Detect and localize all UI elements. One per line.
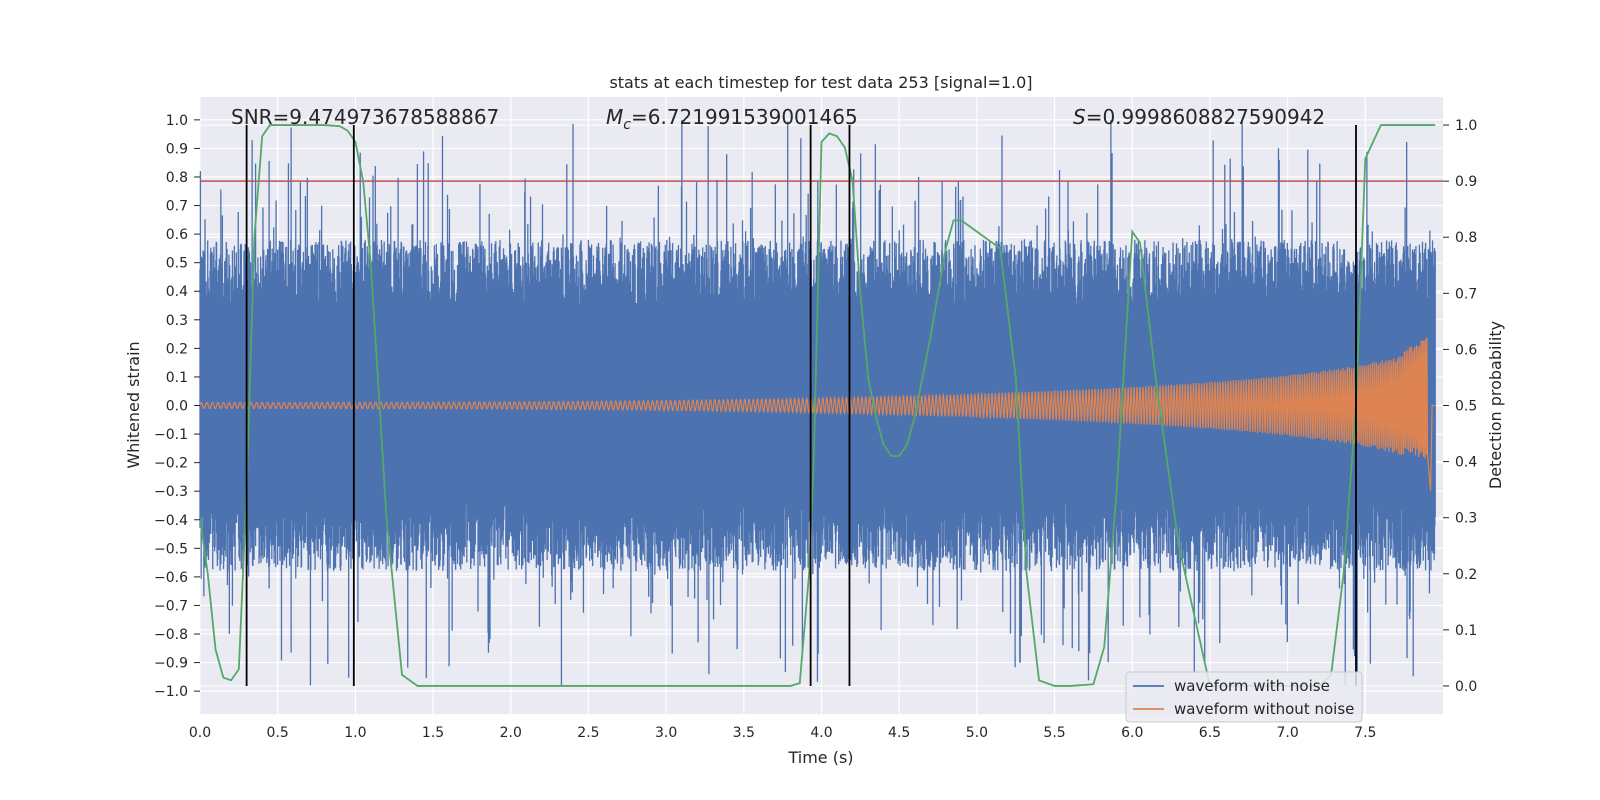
y2-tick-label: 0.9	[1455, 174, 1477, 190]
x-tick-label: 0.5	[267, 725, 289, 741]
y-tick-label: −0.3	[154, 484, 188, 500]
x-tick-label: 1.0	[344, 725, 366, 741]
y-tick-label: 0.4	[166, 284, 188, 300]
y-tick-label: −0.8	[154, 627, 188, 643]
y-tick-label: −0.6	[154, 570, 188, 586]
x-tick-label: 3.5	[733, 725, 755, 741]
y2-tick-label: 0.5	[1455, 399, 1477, 415]
x-tick-label: 6.5	[1199, 725, 1221, 741]
clean-waveform	[199, 337, 1436, 492]
x-tick-label: 7.5	[1354, 725, 1376, 741]
clean-waveform-trace	[199, 337, 1436, 492]
chirp-mass-annotation: Mc=6.721991539001465	[606, 105, 858, 133]
detection-probability-line	[199, 124, 1436, 687]
y-axis-label: Whitened strain	[124, 341, 143, 468]
y-tick-label: 0.3	[166, 313, 188, 329]
score-value: =0.9998608827590942	[1086, 105, 1325, 129]
y-tick-label: −0.4	[154, 513, 188, 529]
x-tick-label: 4.5	[888, 725, 910, 741]
x-tick-label: 3.0	[655, 725, 677, 741]
y-tick-label: −0.7	[154, 598, 188, 614]
chirp-mass-symbol: M	[606, 105, 623, 129]
y2-tick-label: 0.2	[1455, 567, 1477, 583]
x-tick-label: 0.0	[189, 725, 211, 741]
y-tick-label: 0.6	[166, 227, 188, 243]
y2-tick-label: 0.0	[1455, 679, 1477, 695]
y-tick-label: 0.7	[166, 199, 188, 215]
y-tick-label: −0.9	[154, 656, 188, 672]
x-tick-label: 2.0	[500, 725, 522, 741]
legend: waveform with noise waveform without noi…	[1125, 671, 1363, 723]
y2-tick-label: 0.8	[1455, 230, 1477, 246]
snr-annotation: SNR=9.474973678588867	[231, 105, 499, 129]
legend-label-clean: waveform without noise	[1174, 700, 1354, 718]
x-tick-label: 4.0	[810, 725, 832, 741]
score-annotation: S=0.9998608827590942	[1073, 105, 1325, 129]
y-tick-label: 0.5	[166, 256, 188, 272]
legend-box	[1125, 671, 1363, 723]
y2-axis-label: Detection probability	[1486, 321, 1505, 489]
x-axis-label: Time (s)	[787, 748, 853, 767]
x-tick-label: 7.0	[1276, 725, 1298, 741]
y-tick-label: −1.0	[154, 684, 188, 700]
y2-tick-label: 1.0	[1455, 118, 1477, 134]
y2-tick-label: 0.3	[1455, 511, 1477, 527]
y2-tick-label: 0.7	[1455, 286, 1477, 302]
chirp-mass-value: =6.721991539001465	[631, 105, 858, 129]
y-tick-label: 0.1	[166, 370, 188, 386]
ticks: 0.0 0.5 1.0 1.5 2.0 2.5 3.0 3.5 4.0 4.5 5.0 5.5 6.0 6…	[154, 113, 1477, 741]
y2-tick-label: 0.4	[1455, 455, 1477, 471]
y-tick-label: −0.2	[154, 456, 188, 472]
y-tick-label: −0.1	[154, 427, 188, 443]
y-tick-label: 0.2	[166, 341, 188, 357]
y-tick-label: −0.5	[154, 541, 188, 557]
y-tick-label: 0.8	[166, 170, 188, 186]
x-tick-label: 1.5	[422, 725, 444, 741]
x-tick-label: 6.0	[1121, 725, 1143, 741]
y2-tick-label: 0.6	[1455, 342, 1477, 358]
chart-title: stats at each timestep for test data 253…	[609, 73, 1032, 92]
y-tick-label: 1.0	[166, 113, 188, 129]
score-symbol: S	[1073, 105, 1086, 129]
x-tick-label: 5.0	[966, 725, 988, 741]
y-tick-label: 0.9	[166, 141, 188, 157]
legend-label-noise: waveform with noise	[1174, 677, 1330, 695]
y-tick-label: 0.0	[166, 399, 188, 415]
x-tick-label: 5.5	[1043, 725, 1065, 741]
x-tick-label: 2.5	[577, 725, 599, 741]
overlay	[199, 124, 1443, 687]
chirp-mass-subscript: c	[623, 117, 631, 133]
y2-tick-label: 0.1	[1455, 623, 1477, 639]
